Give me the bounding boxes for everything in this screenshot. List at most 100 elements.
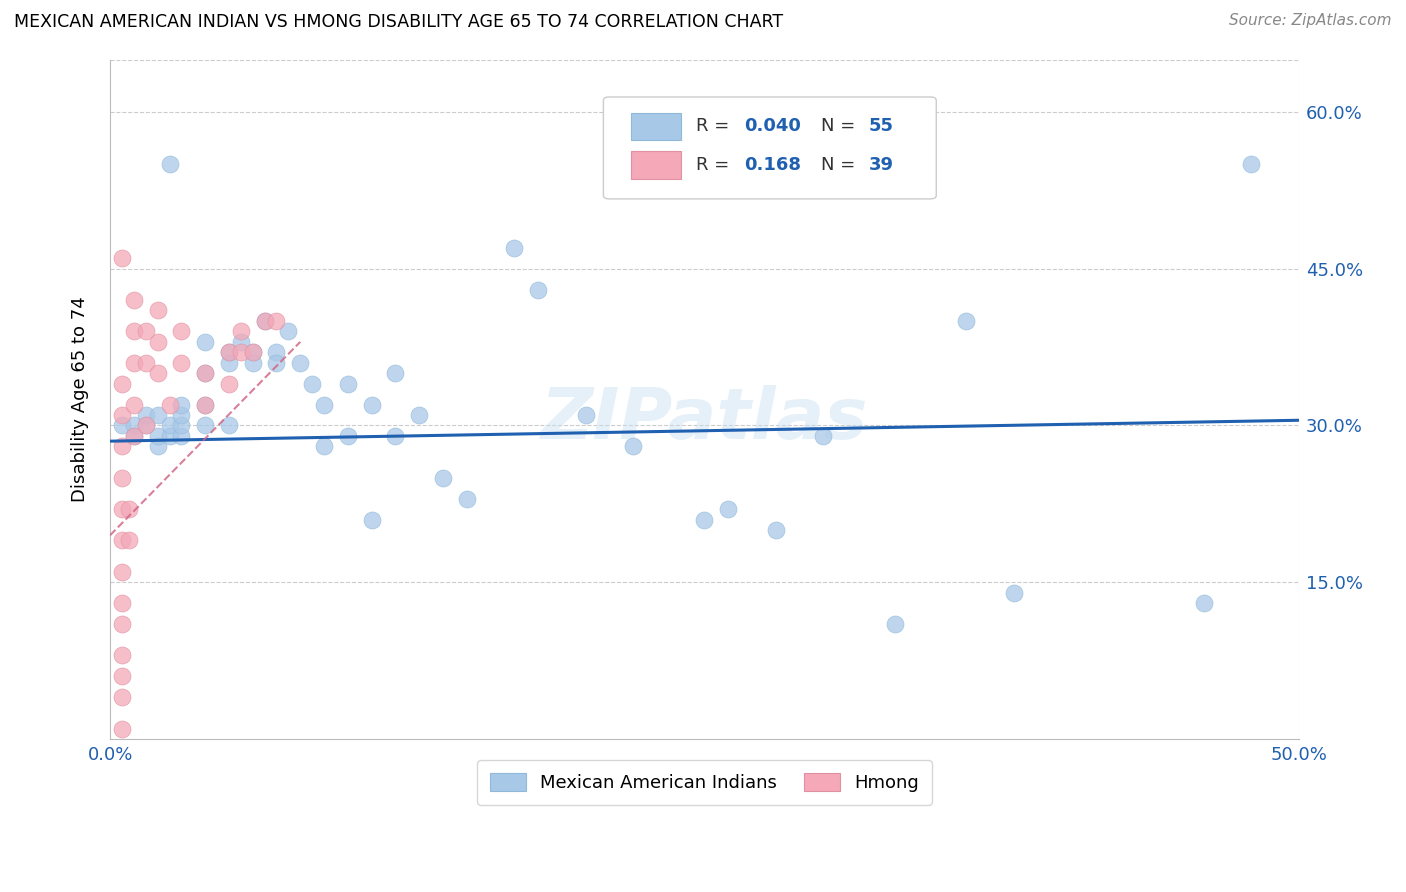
Point [146,334,169,349]
Point [135,356,157,370]
Point [122,429,145,443]
Point [574,408,596,422]
Point [170,398,193,412]
Text: R =: R = [696,117,735,136]
Point [111,502,134,516]
Point [194,366,217,380]
Point [118,502,141,516]
Point [1192,596,1215,610]
Legend: Mexican American Indians, Hmong: Mexican American Indians, Hmong [477,760,932,805]
Point [170,429,193,443]
Y-axis label: Disability Age 65 to 74: Disability Age 65 to 74 [72,296,89,502]
Point [111,533,134,548]
Point [146,439,169,453]
Point [229,334,252,349]
Point [111,471,134,485]
Point [122,398,145,412]
Point [135,325,157,339]
Point [159,398,181,412]
FancyBboxPatch shape [631,152,681,178]
FancyBboxPatch shape [631,112,681,140]
Point [229,325,252,339]
Point [693,512,716,526]
Text: Source: ZipAtlas.com: Source: ZipAtlas.com [1229,13,1392,29]
Point [122,429,145,443]
Point [170,325,193,339]
Point [360,398,382,412]
Point [456,491,478,506]
Point [146,429,169,443]
Text: MEXICAN AMERICAN INDIAN VS HMONG DISABILITY AGE 65 TO 74 CORRELATION CHART: MEXICAN AMERICAN INDIAN VS HMONG DISABIL… [14,13,783,31]
Point [194,398,217,412]
Point [883,617,905,632]
Point [159,429,181,443]
Point [253,314,276,328]
Point [813,429,835,443]
Point [765,523,787,537]
Text: ZIPatlas: ZIPatlas [541,385,868,454]
FancyBboxPatch shape [603,97,936,199]
Text: N =: N = [821,156,860,174]
Point [218,345,240,359]
Point [146,366,169,380]
Text: 0.168: 0.168 [744,156,800,174]
Point [111,418,134,433]
Point [266,314,288,328]
Point [242,345,264,359]
Point [111,690,134,705]
Point [266,356,288,370]
Point [229,345,252,359]
Point [111,251,134,265]
Point [527,283,550,297]
Point [1240,157,1263,171]
Text: 0.040: 0.040 [744,117,800,136]
Point [218,418,240,433]
Point [290,356,312,370]
Point [122,325,145,339]
Point [122,293,145,307]
Point [111,439,134,453]
Point [194,418,217,433]
Point [111,596,134,610]
Point [111,648,134,663]
Point [384,366,406,380]
Point [621,439,644,453]
Point [111,376,134,391]
Point [432,471,454,485]
Point [266,345,288,359]
Point [336,429,359,443]
Point [194,334,217,349]
Point [170,356,193,370]
Point [717,502,740,516]
Point [218,345,240,359]
Point [384,429,406,443]
Point [194,398,217,412]
Point [111,617,134,632]
Text: 39: 39 [869,156,893,174]
Point [111,669,134,683]
Point [312,398,335,412]
Point [135,408,157,422]
Point [159,157,181,171]
Text: N =: N = [821,117,860,136]
Point [122,418,145,433]
Point [360,512,382,526]
Point [111,565,134,579]
Point [218,356,240,370]
Point [242,356,264,370]
Point [253,314,276,328]
Point [336,376,359,391]
Point [503,241,526,255]
Point [118,533,141,548]
Point [135,418,157,433]
Point [242,345,264,359]
Text: R =: R = [696,156,735,174]
Point [1002,586,1025,600]
Point [312,439,335,453]
Text: 55: 55 [869,117,893,136]
Point [170,408,193,422]
Point [170,418,193,433]
Point [194,366,217,380]
Point [277,325,299,339]
Point [218,376,240,391]
